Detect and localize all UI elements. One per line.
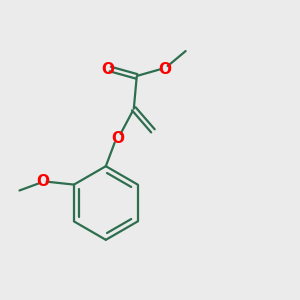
Text: O: O xyxy=(37,174,50,189)
Text: O: O xyxy=(101,61,114,76)
Text: O: O xyxy=(111,131,124,146)
Text: O: O xyxy=(158,61,171,76)
